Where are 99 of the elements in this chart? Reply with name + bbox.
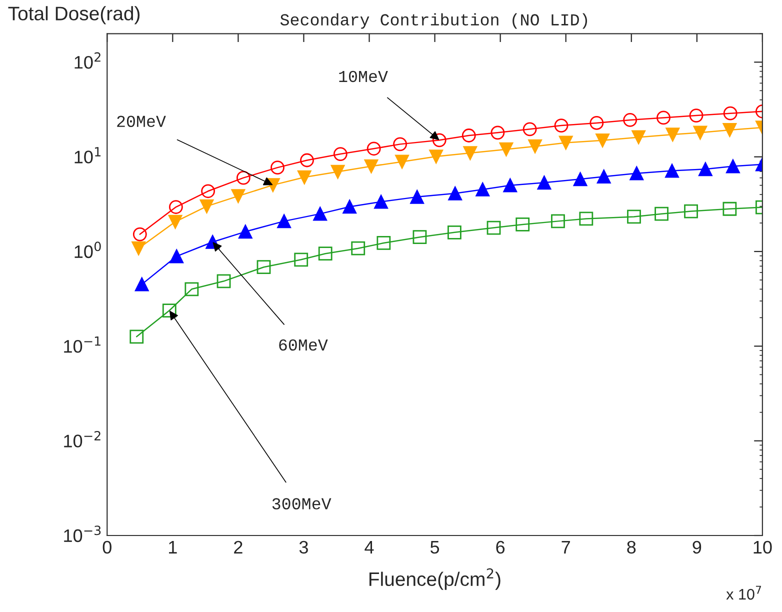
point <box>522 122 537 136</box>
point <box>490 126 505 140</box>
point <box>256 260 271 274</box>
point <box>554 118 568 132</box>
point <box>503 178 518 192</box>
point <box>238 224 252 239</box>
point <box>297 170 312 184</box>
point <box>476 182 490 196</box>
point <box>537 176 552 190</box>
x-tick-label: 4 <box>364 541 374 554</box>
x-tick-label: 9 <box>692 540 702 554</box>
x-tick-label: 5 <box>430 541 440 554</box>
point <box>551 214 565 228</box>
text: x 10$^{7}$ <box>726 586 762 600</box>
point <box>590 116 604 130</box>
point <box>270 160 284 175</box>
point <box>573 172 588 186</box>
y-tick-label: 10$^{0}$ <box>74 242 101 258</box>
point <box>236 170 250 185</box>
point <box>277 214 292 228</box>
point <box>693 126 708 140</box>
point <box>412 230 427 244</box>
point <box>627 210 641 224</box>
x-tick-label: 10 <box>754 540 772 554</box>
y-tick-label: 10$^{1}$ <box>74 147 101 164</box>
point <box>462 128 476 142</box>
x-tick-label: 7 <box>562 541 570 554</box>
point <box>448 225 462 240</box>
annotation: 20MeV <box>117 116 166 128</box>
y-axis-title: Total Dose(rad) <box>8 6 140 24</box>
x-axis-title: Fluence(p/cm$^{2}$) <box>370 568 500 590</box>
point <box>516 218 530 232</box>
point <box>216 274 231 288</box>
annotation: 300MeV <box>272 498 332 510</box>
point <box>463 146 478 160</box>
x-tick-label: 0 <box>102 540 112 554</box>
y-tick-label: 10$^{2}$ <box>74 52 100 69</box>
point <box>579 212 594 226</box>
x-tick-label: 8 <box>627 540 636 554</box>
point <box>351 241 366 256</box>
point <box>231 189 246 204</box>
point <box>656 110 670 125</box>
annotation: 10MeV <box>339 70 388 82</box>
point <box>168 200 183 214</box>
y-tick-label: 10$^{−1}$ <box>64 336 100 353</box>
point <box>722 123 737 137</box>
point <box>342 200 357 214</box>
point <box>410 190 424 204</box>
point <box>393 137 408 152</box>
point <box>376 236 391 250</box>
point <box>698 162 712 176</box>
point <box>333 147 348 161</box>
point <box>374 194 388 209</box>
y-tick-label: 10$^{−2}$ <box>64 430 100 448</box>
point <box>630 166 644 180</box>
point <box>723 106 738 120</box>
point <box>596 170 611 184</box>
point <box>318 246 332 261</box>
point <box>654 206 668 221</box>
point <box>623 113 638 127</box>
point <box>168 214 182 229</box>
point <box>313 206 328 221</box>
point <box>132 241 146 256</box>
point <box>689 108 704 122</box>
point <box>499 142 514 156</box>
x-tick-label: 1 <box>169 541 177 554</box>
x-tick-label: 6 <box>496 540 505 554</box>
point <box>528 139 542 154</box>
point <box>200 199 214 214</box>
point <box>429 150 444 164</box>
point <box>726 159 740 174</box>
point <box>665 164 679 178</box>
point <box>666 128 680 142</box>
point <box>134 277 149 292</box>
point <box>558 136 573 150</box>
point <box>632 130 646 144</box>
point <box>684 204 698 218</box>
point <box>294 252 308 267</box>
point <box>330 164 345 179</box>
point <box>432 133 446 148</box>
point <box>448 186 462 200</box>
x-tick-label: 2 <box>234 540 242 554</box>
point <box>162 304 176 318</box>
point <box>722 202 737 216</box>
point <box>201 184 215 198</box>
point <box>596 133 610 148</box>
point <box>130 330 144 344</box>
chart-title: Secondary Contribution (NO LID) <box>280 13 588 29</box>
point <box>366 142 381 156</box>
point <box>486 220 501 235</box>
point <box>364 159 378 174</box>
point <box>395 154 409 169</box>
y-tick-label: 10$^{−3}$ <box>64 526 101 542</box>
annotation: 60MeV <box>279 339 328 351</box>
point <box>184 282 199 296</box>
point <box>300 153 314 168</box>
point <box>132 227 147 242</box>
point <box>170 249 184 264</box>
x-tick-label: 3 <box>299 540 308 554</box>
